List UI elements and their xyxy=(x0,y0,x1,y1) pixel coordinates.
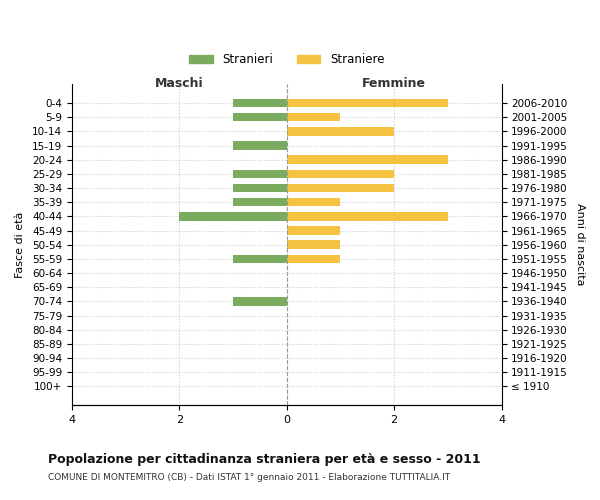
Bar xyxy=(233,142,287,150)
Bar xyxy=(287,212,448,220)
Legend: Stranieri, Straniere: Stranieri, Straniere xyxy=(184,48,389,70)
Y-axis label: Fasce di età: Fasce di età xyxy=(15,212,25,278)
Text: Femmine: Femmine xyxy=(362,77,426,90)
Bar xyxy=(287,226,340,235)
Bar xyxy=(287,254,340,263)
Bar xyxy=(287,113,340,122)
Bar xyxy=(233,98,287,107)
Bar xyxy=(233,297,287,306)
Text: COMUNE DI MONTEMITRO (CB) - Dati ISTAT 1° gennaio 2011 - Elaborazione TUTTITALIA: COMUNE DI MONTEMITRO (CB) - Dati ISTAT 1… xyxy=(48,472,450,482)
Bar xyxy=(179,212,287,220)
Bar xyxy=(287,170,394,178)
Bar xyxy=(287,127,394,136)
Bar xyxy=(233,113,287,122)
Bar xyxy=(287,98,448,107)
Bar xyxy=(287,184,394,192)
Bar xyxy=(287,198,340,206)
Bar xyxy=(233,184,287,192)
Text: Maschi: Maschi xyxy=(155,77,203,90)
Text: Popolazione per cittadinanza straniera per età e sesso - 2011: Popolazione per cittadinanza straniera p… xyxy=(48,452,481,466)
Bar xyxy=(287,240,340,249)
Y-axis label: Anni di nascita: Anni di nascita xyxy=(575,204,585,286)
Bar xyxy=(233,198,287,206)
Bar xyxy=(233,170,287,178)
Bar xyxy=(233,254,287,263)
Bar xyxy=(287,156,448,164)
